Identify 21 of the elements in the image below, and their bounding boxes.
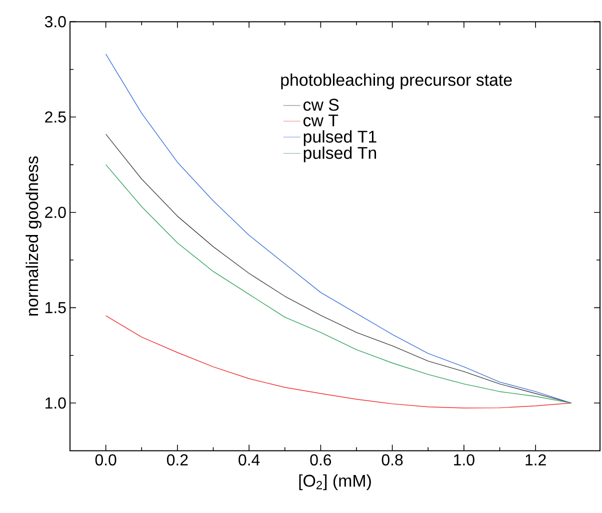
line-series [105, 315, 572, 408]
legend-label: cw S [303, 98, 339, 111]
legend-label: cw T [303, 114, 338, 126]
x-tick-label: 1.2 [526, 454, 546, 466]
x-tick-label: 0.8 [382, 454, 403, 466]
x-tick-label: 1.0 [454, 454, 474, 466]
x-tick-label: 0.2 [166, 454, 188, 466]
x-tick-label: 0.4 [238, 454, 260, 466]
legend-label: pulsed T1 [304, 130, 376, 146]
y-tick-label: 3.0 [44, 16, 66, 28]
y-tick-label: 1.5 [46, 302, 66, 314]
x-tick-label: 0.0 [95, 454, 116, 466]
y-axis-title: normalized goodness [26, 156, 42, 316]
x-axis-title: [O$_{2}$] (mM) [299, 474, 371, 490]
line-series [105, 54, 572, 404]
y-tick-label: 2.0 [45, 206, 66, 218]
y-tick-label: 2.5 [45, 111, 66, 123]
x-tick-label: 0.6 [310, 454, 332, 466]
legend-label: pulsed Tn [304, 146, 376, 162]
legend-title: photobleaching precursor state [281, 74, 512, 90]
y-tick-label: 1.0 [46, 397, 66, 409]
